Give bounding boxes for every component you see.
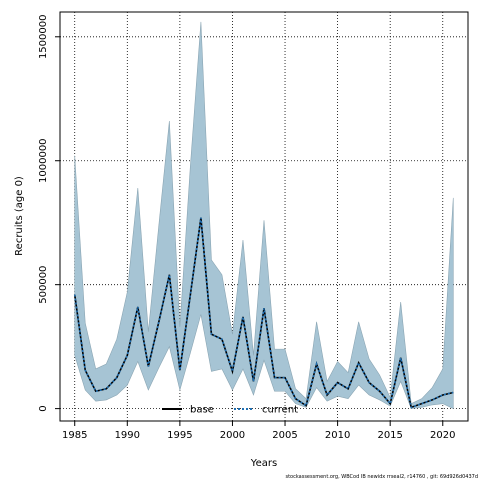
x-tick-label: 2000 xyxy=(220,430,245,441)
y-axis: 0 500000 1000000 1500000 xyxy=(38,15,60,412)
x-axis-title: Years xyxy=(250,458,277,469)
legend-base-label: base xyxy=(190,405,214,416)
footnote: stockassessment.org, WBCod IB newidx rrs… xyxy=(285,474,478,480)
x-axis: 1985 1990 1995 2000 2005 2010 2015 2020 xyxy=(62,421,455,441)
legend: base current xyxy=(162,405,298,416)
confidence-band xyxy=(74,21,454,410)
y-tick-label: 0 xyxy=(38,405,49,411)
x-tick-label: 2010 xyxy=(325,430,350,441)
grid-lines xyxy=(60,12,468,421)
x-tick-label: 1990 xyxy=(115,430,140,441)
series-current-line xyxy=(73,217,454,409)
x-tick-label: 1995 xyxy=(167,430,192,441)
y-tick-label: 500000 xyxy=(38,266,49,304)
x-tick-label: 2005 xyxy=(272,430,297,441)
x-tick-label: 1985 xyxy=(62,430,87,441)
x-tick-label: 2020 xyxy=(430,430,455,441)
y-axis-title: Recruits (age 0) xyxy=(14,176,25,256)
y-tick-label: 1000000 xyxy=(38,138,49,183)
y-tick-label: 1500000 xyxy=(38,15,49,60)
plot-frame xyxy=(59,11,469,422)
legend-current-label: current xyxy=(262,405,298,416)
x-tick-label: 2015 xyxy=(377,430,402,441)
